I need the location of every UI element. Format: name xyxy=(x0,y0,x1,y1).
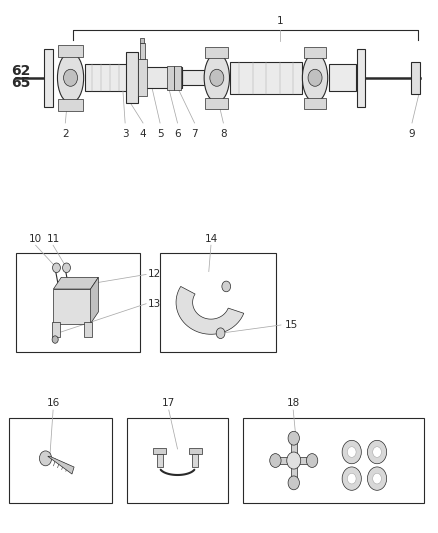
Ellipse shape xyxy=(57,53,84,103)
Text: 5: 5 xyxy=(157,129,163,139)
Bar xyxy=(127,418,228,503)
Text: 4: 4 xyxy=(140,129,146,139)
Circle shape xyxy=(342,440,361,464)
Text: 13: 13 xyxy=(148,298,162,309)
Bar xyxy=(329,64,356,91)
Bar xyxy=(243,418,424,503)
Text: 12: 12 xyxy=(148,270,162,279)
Text: 9: 9 xyxy=(409,129,415,139)
Circle shape xyxy=(308,69,322,86)
Bar xyxy=(44,49,53,107)
Text: 7: 7 xyxy=(191,129,198,139)
Circle shape xyxy=(367,467,387,490)
Bar xyxy=(85,64,127,91)
Text: 65: 65 xyxy=(12,76,31,90)
Circle shape xyxy=(216,328,225,338)
Text: 8: 8 xyxy=(220,129,227,139)
Bar xyxy=(127,52,138,103)
Bar xyxy=(10,418,112,503)
Text: 10: 10 xyxy=(29,233,42,244)
Bar xyxy=(205,47,228,58)
Bar xyxy=(16,253,141,352)
Bar xyxy=(230,62,302,94)
Circle shape xyxy=(270,454,281,467)
Text: 62: 62 xyxy=(12,64,31,78)
Circle shape xyxy=(347,473,356,484)
Bar xyxy=(189,448,202,454)
Circle shape xyxy=(307,454,318,467)
Circle shape xyxy=(210,69,224,86)
Text: 16: 16 xyxy=(46,399,60,408)
Circle shape xyxy=(63,263,71,272)
Ellipse shape xyxy=(204,53,230,102)
Bar xyxy=(140,38,145,43)
Bar xyxy=(58,45,83,56)
Bar xyxy=(58,99,83,111)
Bar xyxy=(53,289,91,324)
Bar xyxy=(138,59,147,96)
Bar xyxy=(140,43,145,59)
Bar xyxy=(52,322,60,337)
Text: 2: 2 xyxy=(62,129,69,139)
Circle shape xyxy=(52,336,58,343)
Bar xyxy=(156,454,162,467)
Bar xyxy=(160,253,276,352)
Circle shape xyxy=(39,451,52,466)
Circle shape xyxy=(53,263,60,272)
Bar xyxy=(304,47,326,58)
Text: 15: 15 xyxy=(285,320,298,330)
Polygon shape xyxy=(48,456,74,474)
Polygon shape xyxy=(53,277,99,289)
Circle shape xyxy=(373,447,381,457)
Text: 1: 1 xyxy=(277,15,283,26)
Circle shape xyxy=(222,281,231,292)
Bar xyxy=(304,98,326,109)
Bar xyxy=(205,98,228,109)
Text: 11: 11 xyxy=(46,233,60,244)
Bar xyxy=(276,457,312,464)
Text: 14: 14 xyxy=(205,233,218,244)
Polygon shape xyxy=(176,286,244,334)
Bar xyxy=(291,438,297,483)
Text: 17: 17 xyxy=(162,399,175,408)
Bar xyxy=(182,70,206,85)
Circle shape xyxy=(342,467,361,490)
Polygon shape xyxy=(91,277,99,324)
Bar xyxy=(411,62,420,94)
Bar xyxy=(85,322,92,337)
Text: 18: 18 xyxy=(286,399,300,408)
Circle shape xyxy=(287,452,301,469)
Bar xyxy=(357,49,365,107)
Circle shape xyxy=(64,69,78,86)
Bar xyxy=(174,66,181,90)
Bar xyxy=(192,454,198,467)
Ellipse shape xyxy=(302,53,328,102)
Bar xyxy=(153,448,166,454)
Circle shape xyxy=(367,440,387,464)
Bar xyxy=(145,67,182,88)
Circle shape xyxy=(373,473,381,484)
Circle shape xyxy=(347,447,356,457)
Circle shape xyxy=(288,431,300,445)
Text: 6: 6 xyxy=(174,129,181,139)
Text: 3: 3 xyxy=(122,129,128,139)
Circle shape xyxy=(288,476,300,490)
Bar xyxy=(166,66,173,90)
